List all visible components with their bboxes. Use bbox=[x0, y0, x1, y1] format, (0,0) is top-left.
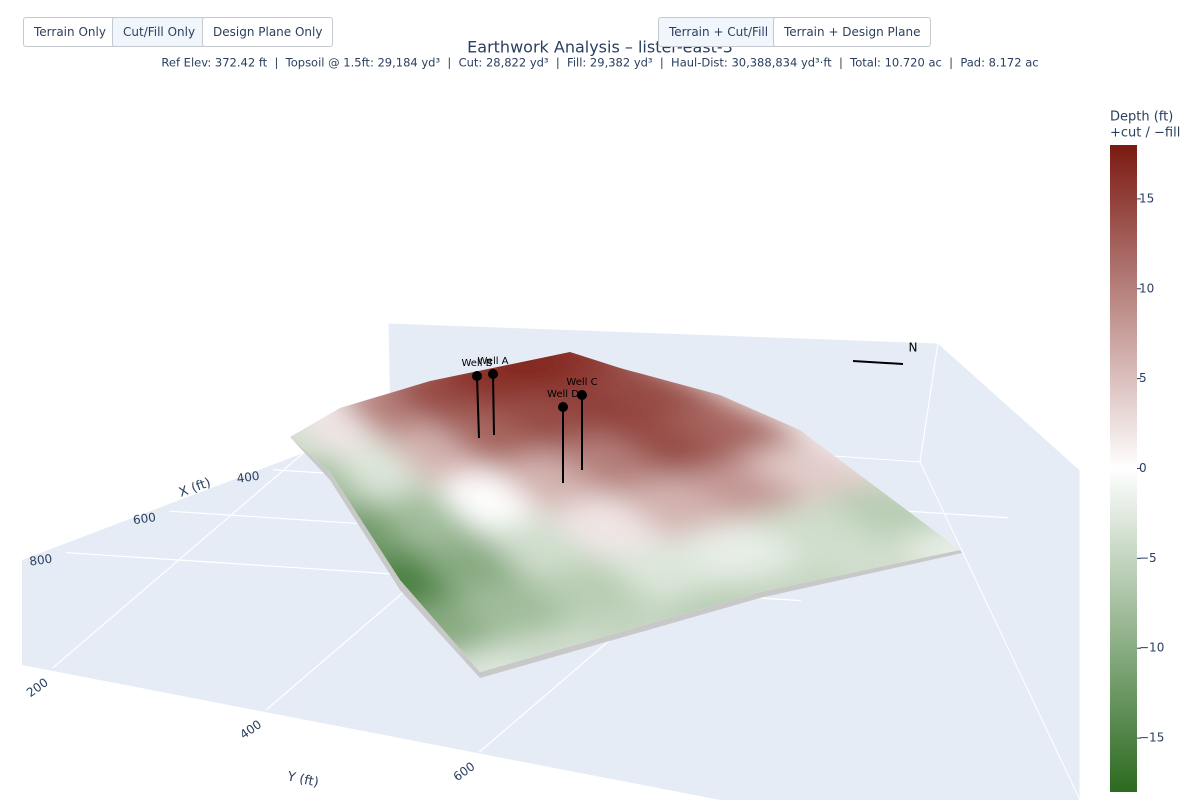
surface-cell bbox=[543, 494, 671, 559]
north-label: N bbox=[909, 341, 918, 355]
well-stem bbox=[492, 373, 495, 436]
surface-cell bbox=[661, 397, 809, 459]
surface-cell bbox=[465, 352, 587, 391]
surface-cell bbox=[372, 485, 480, 550]
surface-cell bbox=[673, 458, 814, 520]
well-marker bbox=[577, 390, 587, 400]
colorbar-tick-label: −10 bbox=[1139, 641, 1164, 655]
well-label: Well B bbox=[461, 358, 492, 369]
surface-cell bbox=[670, 519, 812, 583]
colorbar-tick-label: 15 bbox=[1139, 191, 1154, 205]
surface-cell bbox=[430, 468, 544, 532]
well-label: Well A bbox=[477, 356, 508, 367]
y-axis-title: Y (ft) bbox=[285, 769, 320, 790]
view-button[interactable]: Terrain + Design Plane bbox=[773, 17, 932, 47]
surface-cell bbox=[414, 531, 529, 597]
colorbar-tick-label: −15 bbox=[1139, 731, 1164, 745]
surface-cell bbox=[457, 577, 578, 644]
surface-cell bbox=[534, 374, 662, 434]
surface-cell bbox=[488, 450, 609, 514]
colorbar: −15 −10 −5 0 5 10 15 bbox=[1110, 145, 1164, 792]
well-marker bbox=[472, 371, 482, 381]
view-button[interactable]: Design Plane Only bbox=[202, 17, 334, 47]
surface-clip bbox=[290, 352, 960, 672]
surface-cell bbox=[432, 407, 547, 469]
surface-cell bbox=[546, 433, 674, 495]
y-tick-label: 400 bbox=[237, 717, 264, 742]
well-marker bbox=[488, 369, 498, 379]
view-button[interactable]: Cut/Fill Only bbox=[112, 17, 207, 47]
surface-cell bbox=[737, 438, 892, 500]
well-label: Well D bbox=[547, 389, 579, 400]
well-label: Well C bbox=[566, 377, 597, 388]
surface-cell bbox=[599, 538, 734, 604]
north-arrow bbox=[852, 360, 904, 365]
colorbar-tick-label: 0 bbox=[1139, 461, 1147, 475]
colorbar-tick-label: −5 bbox=[1139, 551, 1157, 565]
view-button[interactable]: Terrain Only bbox=[23, 17, 117, 47]
surface-cell bbox=[889, 519, 960, 584]
colorbar-title: Depth (ft) bbox=[1110, 110, 1173, 125]
y-tick-label: 200 bbox=[24, 675, 51, 700]
surface-cell bbox=[381, 423, 489, 486]
colorbar-ramp bbox=[1110, 145, 1137, 792]
surface-cell bbox=[742, 499, 890, 563]
surface-cell bbox=[479, 513, 600, 578]
colorbar-title: +cut / −fill bbox=[1110, 126, 1180, 141]
x-tick-label: 400 bbox=[236, 469, 261, 486]
y-tick-label: 600 bbox=[451, 759, 478, 784]
surface-cell bbox=[586, 356, 726, 417]
view-button[interactable]: Terrain + Cut/Fill bbox=[658, 17, 780, 47]
chart-subtitle: Ref Elev: 372.42 ft | Topsoil @ 1.5ft: 2… bbox=[161, 56, 1038, 70]
surface-cell bbox=[528, 558, 656, 624]
well-stem bbox=[476, 375, 480, 439]
surface-cell bbox=[483, 390, 604, 451]
surface-cell bbox=[603, 416, 738, 477]
colorbar-tick-label: 5 bbox=[1139, 371, 1147, 385]
surface-cell bbox=[608, 476, 743, 539]
colorbar-tick-label: 10 bbox=[1139, 281, 1154, 295]
side-wall bbox=[919, 342, 1081, 801]
x-tick-label: 800 bbox=[29, 552, 54, 569]
x-tick-label: 600 bbox=[132, 510, 157, 527]
well-marker bbox=[558, 402, 568, 412]
surface-cell bbox=[330, 439, 431, 503]
